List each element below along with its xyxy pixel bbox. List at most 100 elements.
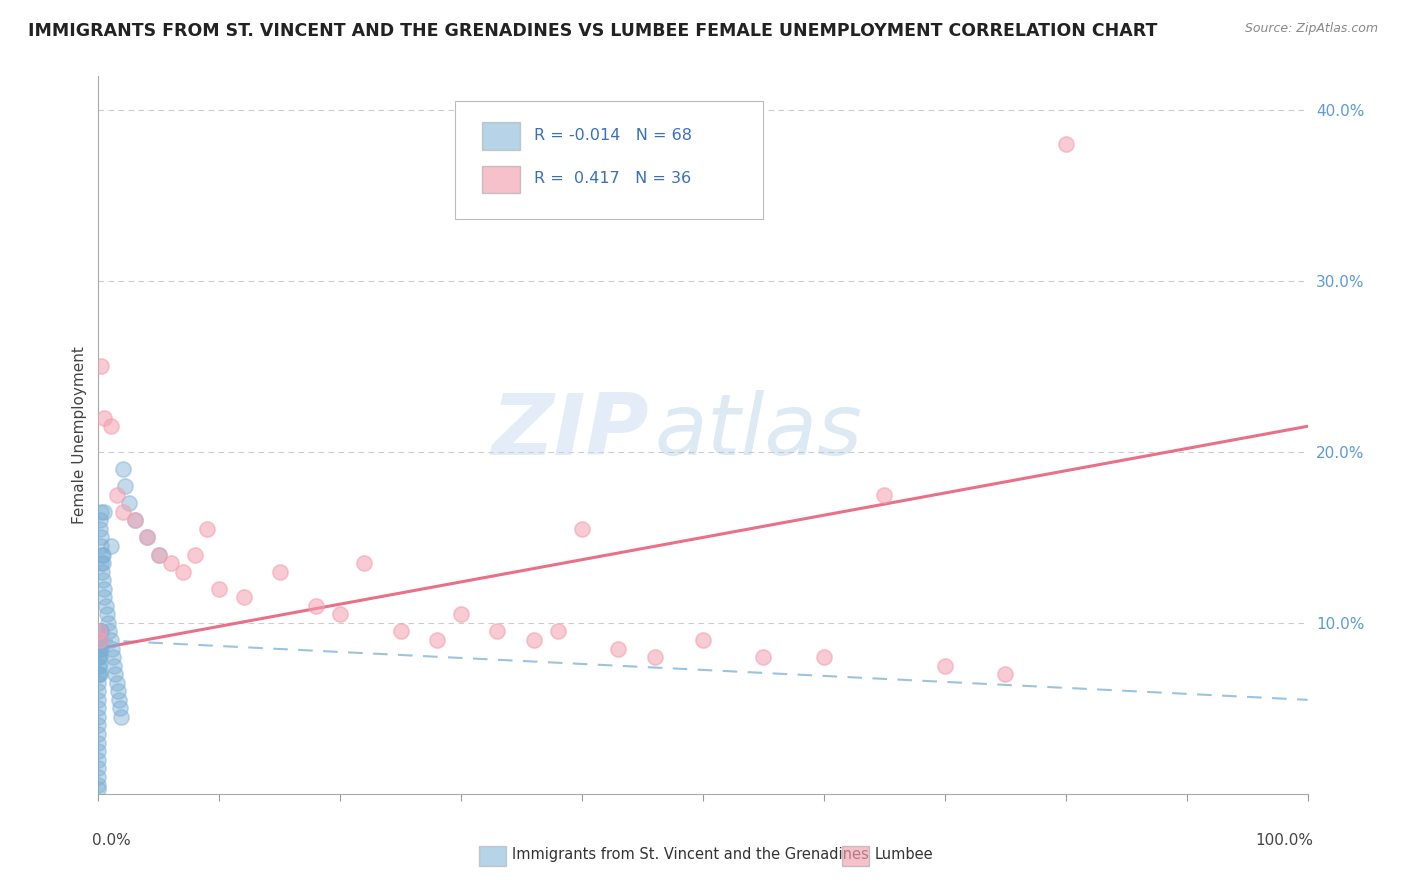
Point (87, 718, 110, 732)
Point (90, 530, 112, 544)
Point (87, 641, 110, 656)
Point (148, 548, 170, 562)
Point (269, 565, 291, 579)
Point (89, 513, 111, 527)
Point (100, 419, 122, 434)
Point (353, 556, 375, 570)
Point (208, 582, 231, 596)
Text: 100.0%: 100.0% (1256, 833, 1313, 848)
Text: IMMIGRANTS FROM ST. VINCENT AND THE GRENADINES VS LUMBEE FEMALE UNEMPLOYMENT COR: IMMIGRANTS FROM ST. VINCENT AND THE GREN… (28, 22, 1157, 40)
FancyBboxPatch shape (479, 846, 506, 865)
Point (111, 462, 134, 476)
Point (184, 548, 207, 562)
Point (87, 701, 110, 715)
Point (389, 624, 412, 639)
Point (105, 488, 128, 502)
Point (172, 565, 194, 579)
Point (329, 607, 352, 622)
FancyBboxPatch shape (456, 101, 763, 219)
Point (87, 624, 110, 639)
Point (90, 624, 112, 639)
Point (87, 641, 110, 656)
Text: R = -0.014   N = 68: R = -0.014 N = 68 (534, 128, 692, 143)
Point (135, 530, 157, 544)
Point (114, 479, 136, 493)
Point (91, 548, 114, 562)
Point (135, 530, 157, 544)
Point (87, 650, 110, 665)
Text: Lumbee: Lumbee (875, 847, 934, 863)
Point (93, 505, 115, 519)
FancyBboxPatch shape (482, 122, 520, 150)
Point (97, 615, 120, 630)
Point (93, 582, 115, 596)
Point (89, 633, 111, 648)
Point (108, 701, 131, 715)
Point (571, 522, 593, 536)
Text: 0.0%: 0.0% (93, 833, 131, 848)
Point (98, 624, 121, 639)
Point (450, 607, 472, 622)
Point (105, 675, 128, 690)
Point (426, 633, 449, 648)
Point (124, 513, 146, 527)
Point (100, 633, 122, 648)
Point (87, 633, 110, 648)
Point (486, 624, 509, 639)
Point (110, 710, 132, 724)
FancyBboxPatch shape (842, 846, 869, 865)
Point (305, 599, 328, 613)
Point (89, 633, 111, 648)
Point (644, 650, 666, 665)
Point (813, 650, 835, 665)
Point (90, 359, 112, 374)
Point (87, 658, 110, 673)
Text: Immigrants from St. Vincent and the Grenadines: Immigrants from St. Vincent and the Gren… (512, 847, 869, 863)
Point (90, 539, 112, 553)
Point (87, 727, 110, 741)
Point (118, 496, 141, 510)
Point (103, 658, 125, 673)
Point (93, 591, 115, 605)
Point (87, 761, 110, 775)
Text: Source: ZipAtlas.com: Source: ZipAtlas.com (1244, 22, 1378, 36)
Point (87, 684, 110, 698)
Point (232, 591, 254, 605)
Point (93, 410, 115, 425)
Point (96, 607, 118, 622)
Point (87, 667, 110, 681)
Point (87, 624, 110, 639)
Point (87, 770, 110, 784)
Point (90, 556, 112, 570)
Point (607, 641, 630, 656)
Point (547, 624, 569, 639)
Point (934, 658, 956, 673)
Point (87, 650, 110, 665)
Point (160, 556, 183, 570)
Point (752, 650, 775, 665)
Point (148, 548, 170, 562)
Point (1054, 137, 1077, 152)
Point (87, 633, 110, 648)
Point (87, 710, 110, 724)
Point (87, 735, 110, 749)
Y-axis label: Female Unemployment: Female Unemployment (72, 346, 87, 524)
Point (87, 744, 110, 758)
Point (111, 505, 134, 519)
Text: R =  0.417   N = 36: R = 0.417 N = 36 (534, 171, 690, 186)
Point (873, 488, 896, 502)
FancyBboxPatch shape (482, 166, 520, 193)
Point (692, 633, 714, 648)
Text: atlas: atlas (655, 390, 863, 473)
Point (101, 650, 124, 665)
Point (994, 667, 1017, 681)
Point (87, 778, 110, 792)
Text: ZIP: ZIP (491, 390, 648, 473)
Point (87, 675, 110, 690)
Point (91, 565, 114, 579)
Point (91, 573, 114, 587)
Point (124, 513, 146, 527)
Point (87, 781, 110, 796)
Point (94, 599, 117, 613)
Point (89, 624, 111, 639)
